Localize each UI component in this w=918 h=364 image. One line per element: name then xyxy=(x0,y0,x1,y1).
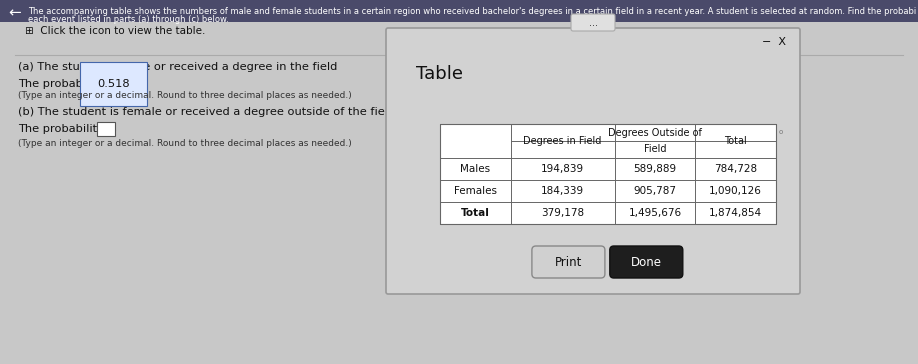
Text: 0.518: 0.518 xyxy=(97,79,129,89)
Text: 194,839: 194,839 xyxy=(541,164,584,174)
Text: Males: Males xyxy=(460,164,490,174)
Text: 589,889: 589,889 xyxy=(633,164,677,174)
Text: −  X: − X xyxy=(762,37,786,47)
Text: Degrees Outside of: Degrees Outside of xyxy=(608,127,702,138)
Text: (Type an integer or a decimal. Round to three decimal places as needed.): (Type an integer or a decimal. Round to … xyxy=(18,91,352,100)
Text: (Type an integer or a decimal. Round to three decimal places as needed.): (Type an integer or a decimal. Round to … xyxy=(18,139,352,149)
Text: The probability is: The probability is xyxy=(18,124,120,134)
FancyBboxPatch shape xyxy=(0,0,918,22)
Text: 379,178: 379,178 xyxy=(541,208,584,218)
Text: 184,339: 184,339 xyxy=(541,186,584,196)
FancyBboxPatch shape xyxy=(571,14,615,31)
Text: Field: Field xyxy=(644,145,666,154)
Text: Females: Females xyxy=(453,186,497,196)
FancyBboxPatch shape xyxy=(440,124,776,224)
Text: Total: Total xyxy=(724,136,747,146)
FancyBboxPatch shape xyxy=(386,28,800,294)
Text: Table: Table xyxy=(416,65,463,83)
Text: 1,874,854: 1,874,854 xyxy=(709,208,762,218)
Text: ⊞  Click the icon to view the table.: ⊞ Click the icon to view the table. xyxy=(25,26,206,36)
Text: The probability is: The probability is xyxy=(18,79,120,89)
Text: o: o xyxy=(779,129,783,135)
Text: (b) The student is female or received a degree outside of the field: (b) The student is female or received a … xyxy=(18,107,396,117)
Text: Done: Done xyxy=(631,256,662,269)
Text: 905,787: 905,787 xyxy=(633,186,677,196)
FancyBboxPatch shape xyxy=(532,246,605,278)
Text: ←: ← xyxy=(8,5,21,20)
Text: each event listed in parts (a) through (c) below.: each event listed in parts (a) through (… xyxy=(28,16,229,24)
Text: (a) The student is male or received a degree in the field: (a) The student is male or received a de… xyxy=(18,62,338,72)
Text: 1,090,126: 1,090,126 xyxy=(710,186,762,196)
FancyBboxPatch shape xyxy=(97,122,115,136)
Text: Total: Total xyxy=(461,208,489,218)
Text: ...: ... xyxy=(588,18,598,28)
Text: 1,495,676: 1,495,676 xyxy=(629,208,681,218)
Text: The accompanying table shows the numbers of male and female students in a certai: The accompanying table shows the numbers… xyxy=(28,7,916,16)
Text: Degrees in Field: Degrees in Field xyxy=(523,136,602,146)
Text: Print: Print xyxy=(554,256,582,269)
Text: 784,728: 784,728 xyxy=(714,164,757,174)
FancyBboxPatch shape xyxy=(610,246,683,278)
